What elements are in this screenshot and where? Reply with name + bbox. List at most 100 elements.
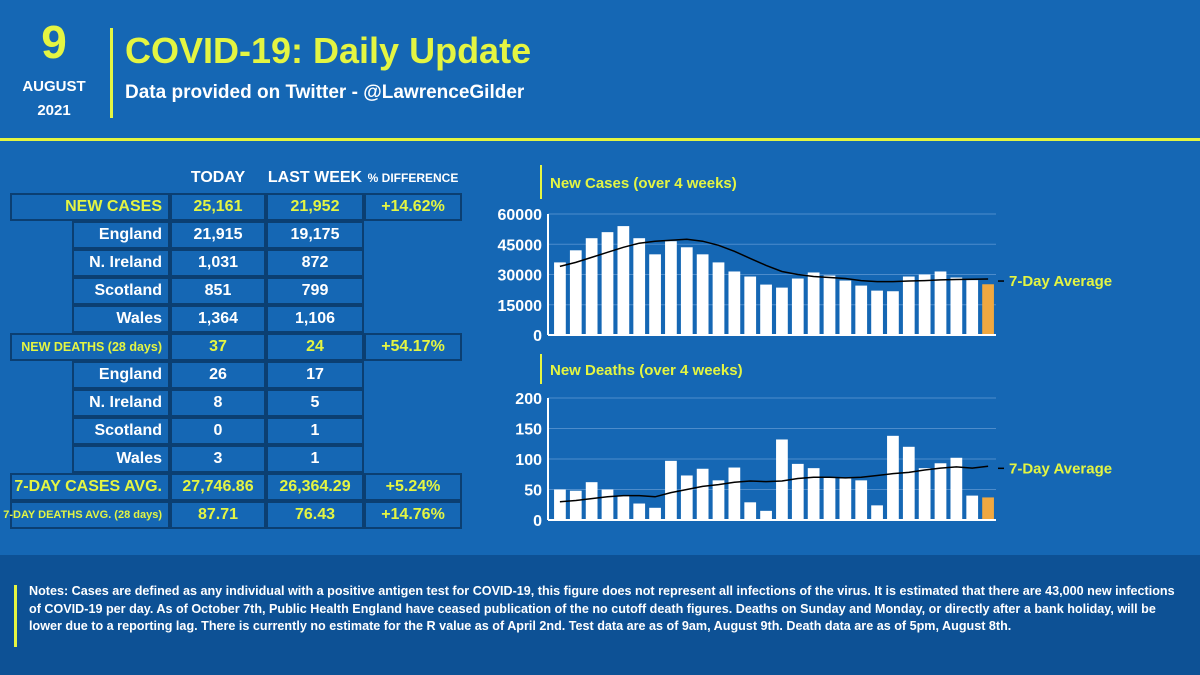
cases-bar — [633, 238, 646, 335]
cases-bar — [776, 287, 788, 335]
row-new-deaths-diff: +54.17% — [364, 333, 462, 361]
deaths-bar — [776, 439, 788, 520]
row-deaths-scotland-last-week: 1 — [266, 417, 364, 445]
cases-bar — [855, 285, 868, 335]
deaths-chart-title: New Deaths (over 4 weeks) — [550, 362, 743, 379]
cases-bar — [791, 278, 804, 335]
footer-accent-bar — [14, 585, 17, 647]
deaths-bar — [744, 502, 757, 520]
cases-bar — [712, 262, 725, 335]
row-cases-scotland-label: Scotland — [72, 277, 170, 305]
row-new-cases-diff: +14.62% — [364, 193, 462, 221]
cases-bar — [871, 290, 883, 335]
row-deaths-avg-last-week: 76.43 — [266, 501, 364, 529]
row-cases-england-today: 21,915 — [170, 221, 266, 249]
deaths-bar — [680, 475, 693, 520]
deaths-avg-line — [559, 465, 989, 503]
row-deaths-scotland-today: 0 — [170, 417, 266, 445]
row-deaths-england-today: 26 — [170, 361, 266, 389]
row-new-deaths-label: NEW DEATHS (28 days) — [10, 333, 170, 361]
row-cases-england-label: England — [72, 221, 170, 249]
row-deaths-wales-today: 3 — [170, 445, 266, 473]
deaths-title-bar — [540, 354, 542, 384]
deaths-bar — [982, 497, 994, 520]
row-cases-avg-last-week: 26,364.29 — [266, 473, 364, 501]
cases-bar — [728, 271, 741, 335]
deaths-bar — [760, 510, 772, 520]
row-new-cases-today: 25,161 — [170, 193, 266, 221]
row-cases-wales-label: Wales — [72, 305, 170, 333]
header-last-week: LAST WEEK — [267, 169, 363, 186]
deaths-bar — [887, 435, 899, 520]
cases-title-bar — [540, 165, 542, 199]
row-cases-avg-diff: +5.24% — [364, 473, 462, 501]
deaths-y-tick-label: 200 — [515, 391, 542, 408]
new-deaths-chart: New Deaths (over 4 weeks) 0 50 100 150 200 7-D… — [515, 354, 1112, 530]
page-title: COVID-19: Daily Update — [125, 30, 532, 71]
cases-bar — [569, 250, 582, 335]
header-difference: % DIFFERENCE — [367, 171, 459, 185]
row-deaths-avg-today: 87.71 — [170, 501, 266, 529]
row-cases-wales-last-week: 1,106 — [266, 305, 364, 333]
cases-avg-label: 7-Day Average — [1009, 273, 1112, 290]
row-new-cases-label: NEW CASES — [10, 193, 170, 221]
deaths-bar — [934, 463, 947, 520]
cases-bar — [617, 226, 630, 335]
deaths-bar — [617, 495, 630, 520]
deaths-bar — [649, 507, 661, 520]
cases-bar — [966, 280, 979, 335]
deaths-y-tick-label: 50 — [524, 483, 542, 500]
cases-y-tick-label: 45000 — [498, 237, 543, 254]
cases-y-tick-label: 15000 — [498, 298, 543, 315]
row-new-deaths-last-week: 24 — [266, 333, 364, 361]
deaths-y-tick-label: 0 — [533, 513, 542, 530]
cases-bar — [649, 254, 661, 335]
cases-bar — [601, 232, 614, 335]
footer-notes: Notes: Cases are defined as any individu… — [29, 584, 1175, 633]
cases-chart-title: New Cases (over 4 weeks) — [550, 175, 737, 192]
deaths-bar — [839, 478, 852, 520]
cases-bar — [950, 277, 963, 335]
row-deaths-nireland-last-week: 5 — [266, 389, 364, 417]
deaths-bar — [950, 457, 963, 520]
deaths-bar — [633, 503, 646, 520]
deaths-bar — [554, 489, 566, 520]
deaths-bar — [728, 467, 741, 520]
row-cases-scotland-today: 851 — [170, 277, 266, 305]
cases-bar — [696, 254, 709, 335]
deaths-bar — [966, 495, 979, 520]
row-cases-scotland-last-week: 799 — [266, 277, 364, 305]
page-subtitle: Data provided on Twitter - @LawrenceGild… — [125, 82, 525, 103]
cases-y-tick-label: 0 — [533, 328, 542, 345]
row-cases-england-last-week: 19,175 — [266, 221, 364, 249]
cases-bar — [934, 271, 947, 335]
footer — [0, 555, 1200, 675]
date-day: 9 — [41, 16, 67, 68]
row-deaths-nireland-today: 8 — [170, 389, 266, 417]
cases-bar — [982, 284, 994, 335]
row-cases-wales-today: 1,364 — [170, 305, 266, 333]
cases-avg-line — [559, 238, 989, 283]
cases-bar — [760, 284, 772, 335]
cases-bar — [744, 276, 757, 335]
deaths-bar — [585, 482, 598, 520]
deaths-bar — [601, 489, 614, 520]
row-new-cases-last-week: 21,952 — [266, 193, 364, 221]
row-cases-nireland-today: 1,031 — [170, 249, 266, 277]
date-year: 2021 — [37, 102, 71, 119]
row-deaths-scotland-label: Scotland — [72, 417, 170, 445]
row-cases-nireland-label: N. Ireland — [72, 249, 170, 277]
deaths-bar — [807, 468, 820, 520]
header-divider — [110, 28, 113, 118]
cases-bar — [665, 241, 677, 335]
deaths-bar — [871, 505, 883, 520]
deaths-bar — [569, 490, 582, 520]
cases-bar — [680, 247, 693, 335]
deaths-bar — [665, 460, 677, 520]
deaths-bar — [791, 463, 804, 520]
deaths-y-tick-label: 150 — [515, 422, 542, 439]
row-deaths-wales-label: Wales — [72, 445, 170, 473]
cases-bar — [823, 275, 836, 335]
row-deaths-england-last-week: 17 — [266, 361, 364, 389]
row-deaths-wales-last-week: 1 — [266, 445, 364, 473]
